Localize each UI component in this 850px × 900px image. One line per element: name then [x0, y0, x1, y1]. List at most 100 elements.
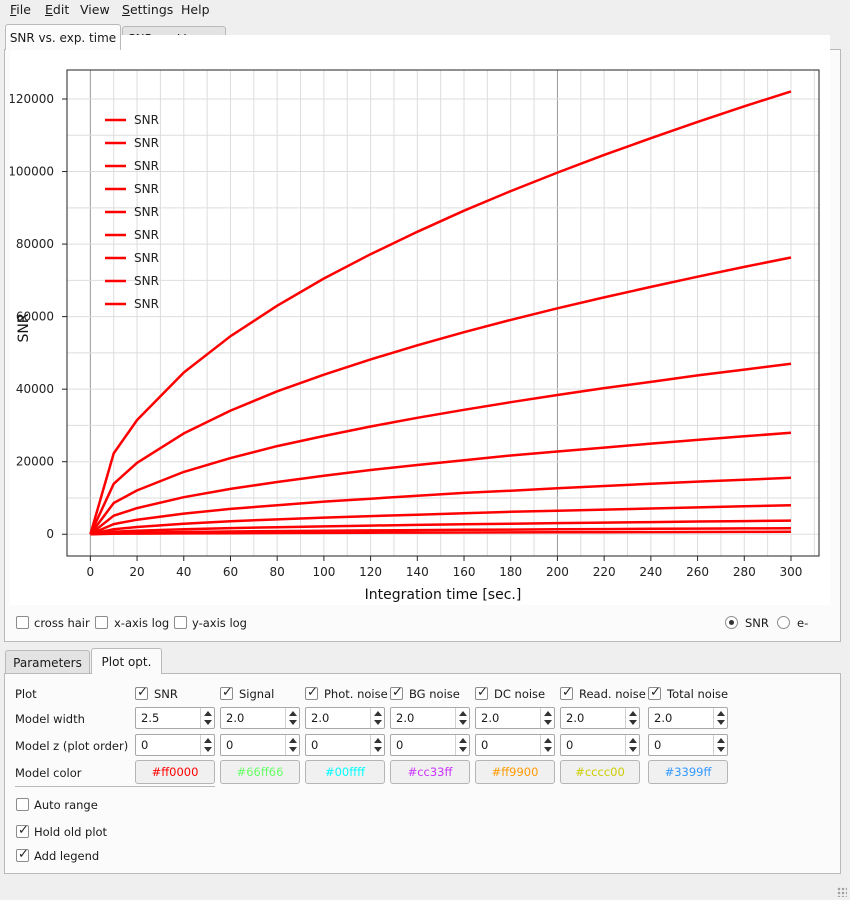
- spin-arrows[interactable]: [200, 735, 214, 755]
- model-z-spinbox[interactable]: 0: [220, 734, 300, 756]
- model-z-spinbox[interactable]: 0: [475, 734, 555, 756]
- spin-arrows[interactable]: [285, 735, 299, 755]
- spin-up-icon[interactable]: [717, 711, 725, 716]
- spin-up-icon[interactable]: [629, 738, 637, 743]
- snr-series-line[interactable]: [89, 362, 792, 535]
- spin-down-icon[interactable]: [204, 747, 212, 752]
- auto-range-checkbox[interactable]: [16, 798, 29, 811]
- spin-arrows[interactable]: [455, 735, 469, 755]
- snr-series-line[interactable]: [90, 503, 792, 536]
- spin-arrows[interactable]: [713, 708, 727, 728]
- model-color-button[interactable]: #3399ff: [648, 760, 728, 784]
- model-z-spinbox[interactable]: 0: [560, 734, 640, 756]
- spin-arrows[interactable]: [285, 708, 299, 728]
- spin-arrows[interactable]: [625, 735, 639, 755]
- x-axis-log-checkbox[interactable]: [95, 616, 108, 629]
- x-tick-label: 260: [686, 565, 709, 579]
- model-width-spinbox[interactable]: 2.0: [560, 707, 640, 729]
- spin-down-icon[interactable]: [459, 747, 467, 752]
- model-width-spinbox[interactable]: 2.5: [135, 707, 215, 729]
- spin-up-icon[interactable]: [289, 711, 297, 716]
- spin-up-icon[interactable]: [544, 711, 552, 716]
- plot-read-noise-checkbox[interactable]: [560, 685, 573, 700]
- tab-plot-opt[interactable]: Plot opt.: [91, 648, 162, 674]
- plot-area[interactable]: 0 20 40 60 80 100 120 140 160 180 200 220 240 260 280 3…: [8, 35, 830, 605]
- spin-down-icon[interactable]: [374, 720, 382, 725]
- plot-snr-checkbox[interactable]: [135, 685, 148, 700]
- model-width-spinbox[interactable]: 2.0: [305, 707, 385, 729]
- hold-old-plot-checkbox[interactable]: [16, 823, 29, 838]
- model-z-spinbox[interactable]: 0: [648, 734, 728, 756]
- spin-up-icon[interactable]: [204, 711, 212, 716]
- plot-signal-checkbox[interactable]: [220, 685, 233, 700]
- tab-snr-vs-exp-time[interactable]: SNR vs. exp. time: [5, 24, 121, 50]
- spin-down-icon[interactable]: [289, 747, 297, 752]
- spin-up-icon[interactable]: [717, 738, 725, 743]
- resize-grip-icon[interactable]: [837, 887, 847, 897]
- model-color-button[interactable]: #cccc00: [560, 760, 640, 784]
- spin-up-icon[interactable]: [374, 711, 382, 716]
- model-color-button[interactable]: #ff9900: [475, 760, 555, 784]
- plot-bg-noise-checkbox[interactable]: [390, 685, 403, 700]
- snr-radio[interactable]: [725, 616, 738, 629]
- model-width-spinbox[interactable]: 2.0: [390, 707, 470, 729]
- add-legend-checkbox[interactable]: [16, 847, 29, 862]
- x-tick-label: 200: [546, 565, 569, 579]
- spin-arrows[interactable]: [455, 708, 469, 728]
- snr-series-line[interactable]: [90, 519, 792, 536]
- spin-down-icon[interactable]: [459, 720, 467, 725]
- spin-up-icon[interactable]: [459, 711, 467, 716]
- snr-series-line[interactable]: [90, 530, 792, 536]
- spin-down-icon[interactable]: [629, 747, 637, 752]
- menu-edit[interactable]: Edit: [45, 2, 70, 17]
- spin-down-icon[interactable]: [289, 720, 297, 725]
- tab-parameters[interactable]: Parameters: [5, 650, 90, 674]
- model-width-spinbox[interactable]: 2.0: [475, 707, 555, 729]
- spin-up-icon[interactable]: [204, 738, 212, 743]
- spin-up-icon[interactable]: [629, 711, 637, 716]
- spin-arrows[interactable]: [540, 708, 554, 728]
- model-color-button[interactable]: #ff0000: [135, 760, 215, 784]
- model-z-spinbox[interactable]: 0: [135, 734, 215, 756]
- plot-total-noise-checkbox[interactable]: [648, 685, 661, 700]
- snr-series-line[interactable]: [89, 431, 792, 536]
- spin-up-icon[interactable]: [544, 738, 552, 743]
- menu-file[interactable]: File: [10, 2, 31, 17]
- y-axis-log-checkbox[interactable]: [174, 616, 187, 629]
- spin-up-icon[interactable]: [374, 738, 382, 743]
- snr-series-line[interactable]: [89, 256, 792, 535]
- spin-arrows[interactable]: [540, 735, 554, 755]
- spin-down-icon[interactable]: [544, 747, 552, 752]
- spin-up-icon[interactable]: [459, 738, 467, 743]
- spin-down-icon[interactable]: [204, 720, 212, 725]
- menu-settings[interactable]: Settings: [122, 2, 174, 17]
- model-color-button[interactable]: #66ff66: [220, 760, 300, 784]
- model-color-button[interactable]: #cc33ff: [390, 760, 470, 784]
- spin-down-icon[interactable]: [629, 720, 637, 725]
- menu-help[interactable]: Help: [181, 2, 210, 17]
- spin-down-icon[interactable]: [717, 720, 725, 725]
- spin-down-icon[interactable]: [544, 720, 552, 725]
- model-color-button[interactable]: #00ffff: [305, 760, 385, 784]
- spin-arrows[interactable]: [370, 708, 384, 728]
- spin-down-icon[interactable]: [717, 747, 725, 752]
- model-width-spinbox[interactable]: 2.0: [648, 707, 728, 729]
- spin-arrows[interactable]: [625, 708, 639, 728]
- spin-up-icon[interactable]: [289, 738, 297, 743]
- model-z-spinbox[interactable]: 0: [305, 734, 385, 756]
- cross-hair-checkbox[interactable]: [16, 616, 29, 629]
- menu-view[interactable]: View: [80, 2, 110, 17]
- spin-arrows[interactable]: [713, 735, 727, 755]
- model-z-spinbox[interactable]: 0: [390, 734, 470, 756]
- snr-series-line[interactable]: [89, 476, 792, 536]
- legend-entry: SNR: [134, 113, 159, 127]
- snr-series-line[interactable]: [89, 90, 792, 535]
- plot-phot-noise-checkbox[interactable]: [305, 685, 318, 700]
- spin-down-icon[interactable]: [374, 747, 382, 752]
- spin-arrows[interactable]: [370, 735, 384, 755]
- e-radio[interactable]: [777, 616, 790, 629]
- plot-dc-noise-checkbox[interactable]: [475, 685, 488, 700]
- model-width-spinbox[interactable]: 2.0: [220, 707, 300, 729]
- model-z-value: 0: [654, 738, 662, 752]
- spin-arrows[interactable]: [200, 708, 214, 728]
